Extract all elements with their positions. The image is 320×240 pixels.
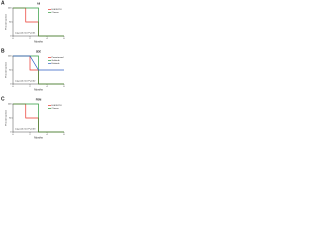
x-tick-label: 2 bbox=[29, 86, 31, 88]
panel-label: A bbox=[1, 0, 5, 6]
x-tick-label: 4 bbox=[46, 134, 48, 136]
x-tick-label: 0 bbox=[12, 86, 14, 88]
legend-label: EGFR-TKI bbox=[52, 9, 63, 11]
annotation: Log-rank test P=0.01 bbox=[15, 32, 36, 35]
x-tick-label: 6 bbox=[63, 134, 65, 136]
annotation: Log-rank test P=0.02 bbox=[15, 80, 36, 83]
panel-label: C bbox=[1, 96, 5, 102]
annotation: Log-rank test P=0.03 bbox=[15, 128, 36, 131]
x-tick-label: 2 bbox=[29, 38, 31, 40]
x-axis-label: Months bbox=[34, 136, 43, 140]
chart-title: PSM bbox=[36, 98, 42, 102]
y-tick-label: 100 bbox=[8, 104, 12, 106]
chart-title: SDE bbox=[36, 50, 42, 54]
legend-label: Chemo bbox=[52, 12, 60, 14]
survival-line bbox=[13, 55, 64, 71]
x-tick-label: 6 bbox=[63, 86, 65, 88]
x-tick-label: 4 bbox=[46, 86, 48, 88]
y-axis-label: Percent survival bbox=[5, 14, 8, 30]
legend-label: Chemo bbox=[52, 108, 60, 110]
y-tick-label: 50 bbox=[9, 70, 12, 72]
y-tick-label: 50 bbox=[9, 22, 12, 24]
chart-title: All bbox=[37, 2, 41, 6]
panel-label: B bbox=[1, 48, 5, 54]
y-tick-label: 100 bbox=[8, 8, 12, 10]
y-axis-label: Percent survival bbox=[5, 110, 8, 126]
y-tick-label: 100 bbox=[8, 56, 12, 58]
y-tick-label: 0 bbox=[10, 36, 12, 38]
survival-line bbox=[13, 7, 64, 37]
legend-label: EGFR-TKI bbox=[52, 105, 63, 107]
y-axis-label: Percent survival bbox=[5, 62, 8, 78]
x-tick-label: 0 bbox=[12, 134, 14, 136]
y-tick-label: 50 bbox=[9, 118, 12, 120]
figure: A All Percent survival Months 0 50 100 0 2 4 6 Log-… bbox=[1, 0, 65, 140]
survival-line bbox=[13, 103, 64, 133]
y-tick-label: 0 bbox=[10, 84, 12, 86]
x-axis-label: Months bbox=[34, 40, 43, 44]
x-tick-label: 0 bbox=[12, 38, 14, 40]
legend-label: Gefitinib bbox=[52, 59, 61, 62]
x-tick-label: 4 bbox=[46, 38, 48, 40]
x-axis-label: Months bbox=[34, 88, 43, 92]
legend-label: Erlotinib bbox=[52, 62, 61, 65]
y-tick-label: 0 bbox=[10, 132, 12, 134]
x-tick-label: 6 bbox=[63, 38, 65, 40]
legend-label: Pemetrexed bbox=[52, 56, 65, 59]
x-tick-label: 2 bbox=[29, 134, 31, 136]
